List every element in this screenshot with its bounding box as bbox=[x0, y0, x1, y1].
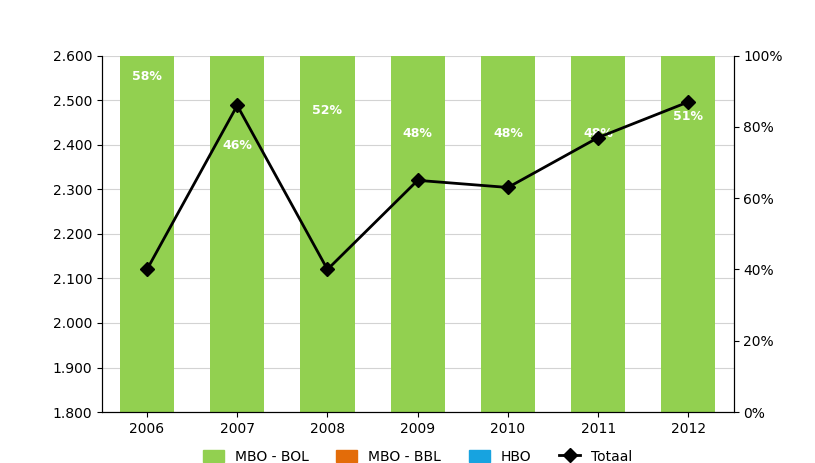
Text: 52%: 52% bbox=[312, 104, 342, 117]
Bar bbox=[571, 0, 625, 412]
Bar bbox=[661, 0, 716, 412]
Legend: MBO - BOL, MBO - BBL, HBO, Totaal: MBO - BOL, MBO - BBL, HBO, Totaal bbox=[197, 444, 638, 463]
Bar bbox=[210, 0, 264, 412]
Text: 58%: 58% bbox=[132, 69, 162, 82]
Text: 46%: 46% bbox=[222, 139, 252, 152]
Text: 48%: 48% bbox=[584, 127, 613, 140]
Bar bbox=[481, 0, 535, 412]
Text: 48%: 48% bbox=[403, 127, 433, 140]
Text: 48%: 48% bbox=[493, 127, 523, 140]
Bar bbox=[120, 0, 174, 412]
Bar bbox=[390, 0, 445, 412]
Text: 51%: 51% bbox=[673, 110, 703, 123]
Bar bbox=[301, 0, 355, 412]
